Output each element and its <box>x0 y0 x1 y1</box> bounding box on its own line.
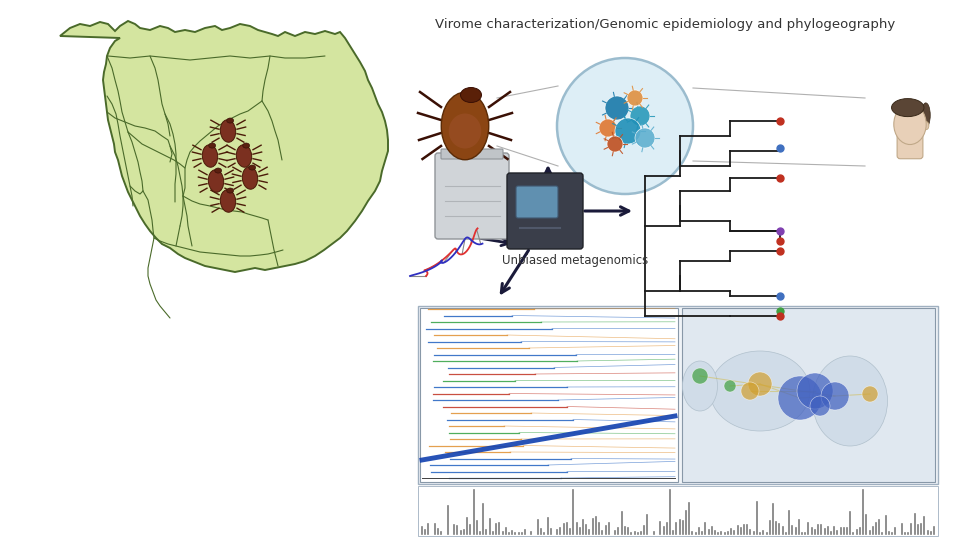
FancyBboxPatch shape <box>420 308 677 482</box>
Circle shape <box>626 90 642 106</box>
Circle shape <box>723 380 735 392</box>
FancyBboxPatch shape <box>896 131 922 159</box>
Ellipse shape <box>449 114 481 149</box>
FancyBboxPatch shape <box>418 306 937 484</box>
Ellipse shape <box>242 143 249 148</box>
Circle shape <box>747 372 771 396</box>
Circle shape <box>797 373 832 409</box>
Ellipse shape <box>709 351 809 431</box>
Ellipse shape <box>203 145 217 167</box>
Ellipse shape <box>208 170 224 192</box>
Ellipse shape <box>892 104 925 145</box>
Ellipse shape <box>921 103 929 128</box>
Ellipse shape <box>460 87 481 103</box>
Ellipse shape <box>220 190 235 212</box>
Circle shape <box>691 368 707 384</box>
Ellipse shape <box>922 122 928 129</box>
Circle shape <box>599 119 616 137</box>
FancyBboxPatch shape <box>681 308 934 482</box>
Text: Virome characterization/Genomic epidemiology and phylogeography: Virome characterization/Genomic epidemio… <box>434 18 894 31</box>
Ellipse shape <box>236 145 251 167</box>
Ellipse shape <box>891 99 923 117</box>
Circle shape <box>607 136 622 152</box>
Circle shape <box>740 382 758 400</box>
Circle shape <box>809 396 829 416</box>
Ellipse shape <box>441 92 488 160</box>
Circle shape <box>605 96 628 120</box>
Circle shape <box>820 382 848 410</box>
Ellipse shape <box>242 167 258 189</box>
Ellipse shape <box>227 118 234 123</box>
Ellipse shape <box>208 143 215 148</box>
Ellipse shape <box>682 361 717 411</box>
Circle shape <box>777 376 821 420</box>
FancyBboxPatch shape <box>507 173 582 249</box>
FancyBboxPatch shape <box>441 149 503 159</box>
Circle shape <box>614 118 641 144</box>
Circle shape <box>556 58 692 194</box>
FancyBboxPatch shape <box>418 486 937 536</box>
Ellipse shape <box>812 356 887 446</box>
Ellipse shape <box>227 188 234 193</box>
Ellipse shape <box>248 165 255 170</box>
Ellipse shape <box>220 120 235 142</box>
Ellipse shape <box>214 168 221 173</box>
FancyBboxPatch shape <box>516 186 557 218</box>
Circle shape <box>635 128 654 148</box>
Circle shape <box>861 386 877 402</box>
Text: Unbiased metagenomics: Unbiased metagenomics <box>502 254 647 267</box>
Circle shape <box>629 106 649 126</box>
FancyBboxPatch shape <box>434 153 509 239</box>
Polygon shape <box>60 21 388 272</box>
